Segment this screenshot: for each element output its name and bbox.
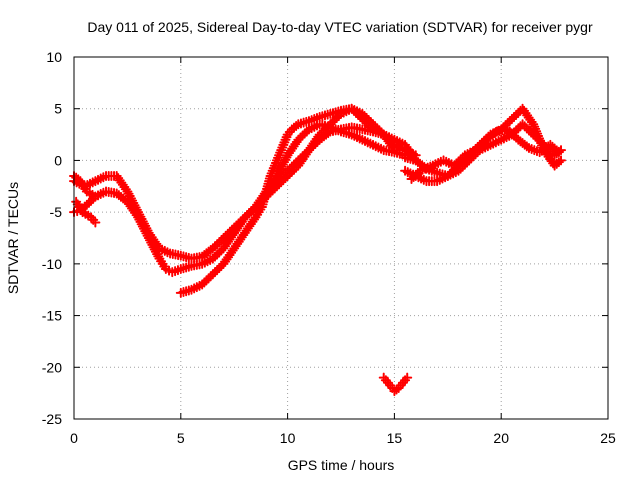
plot-frame <box>73 56 609 420</box>
x-tick-label: 0 <box>70 430 78 446</box>
y-tick-label: -20 <box>42 359 62 375</box>
x-tick-label: 25 <box>600 430 616 446</box>
data-point <box>90 191 101 202</box>
y-tick-label: -25 <box>42 411 62 427</box>
data-point <box>389 145 400 156</box>
y-tick-label: 10 <box>46 49 62 65</box>
x-tick-label: 5 <box>177 430 185 446</box>
data-marks <box>69 103 567 397</box>
chart-title: Day 011 of 2025, Sidereal Day-to-day VTE… <box>87 19 593 35</box>
series-track-g <box>406 124 564 185</box>
y-tick-label: -15 <box>42 308 62 324</box>
x-axis-label: GPS time / hours <box>288 457 395 473</box>
y-tick-labels: -25 -20 -15 -10 -5 0 5 10 <box>42 49 62 427</box>
x-tick-labels: 0 5 10 15 20 25 <box>70 430 616 446</box>
series-track-a <box>69 119 411 278</box>
y-axis-label: SDTVAR / TECUs <box>5 182 21 294</box>
data-point <box>90 217 101 228</box>
series-track-c <box>71 103 421 298</box>
y-tick-label: -10 <box>42 256 62 272</box>
data-point <box>402 372 413 383</box>
x-tick-label: 10 <box>280 430 296 446</box>
y-tick-label: -5 <box>50 204 63 220</box>
y-tick-label: 0 <box>54 152 62 168</box>
x-tick-label: 20 <box>493 430 509 446</box>
data-point <box>556 155 567 166</box>
series-track-d <box>69 122 400 238</box>
data-point <box>553 147 564 158</box>
y-tick-label: 5 <box>54 101 62 117</box>
x-tick-label: 15 <box>387 430 403 446</box>
series-outlier <box>378 372 413 397</box>
